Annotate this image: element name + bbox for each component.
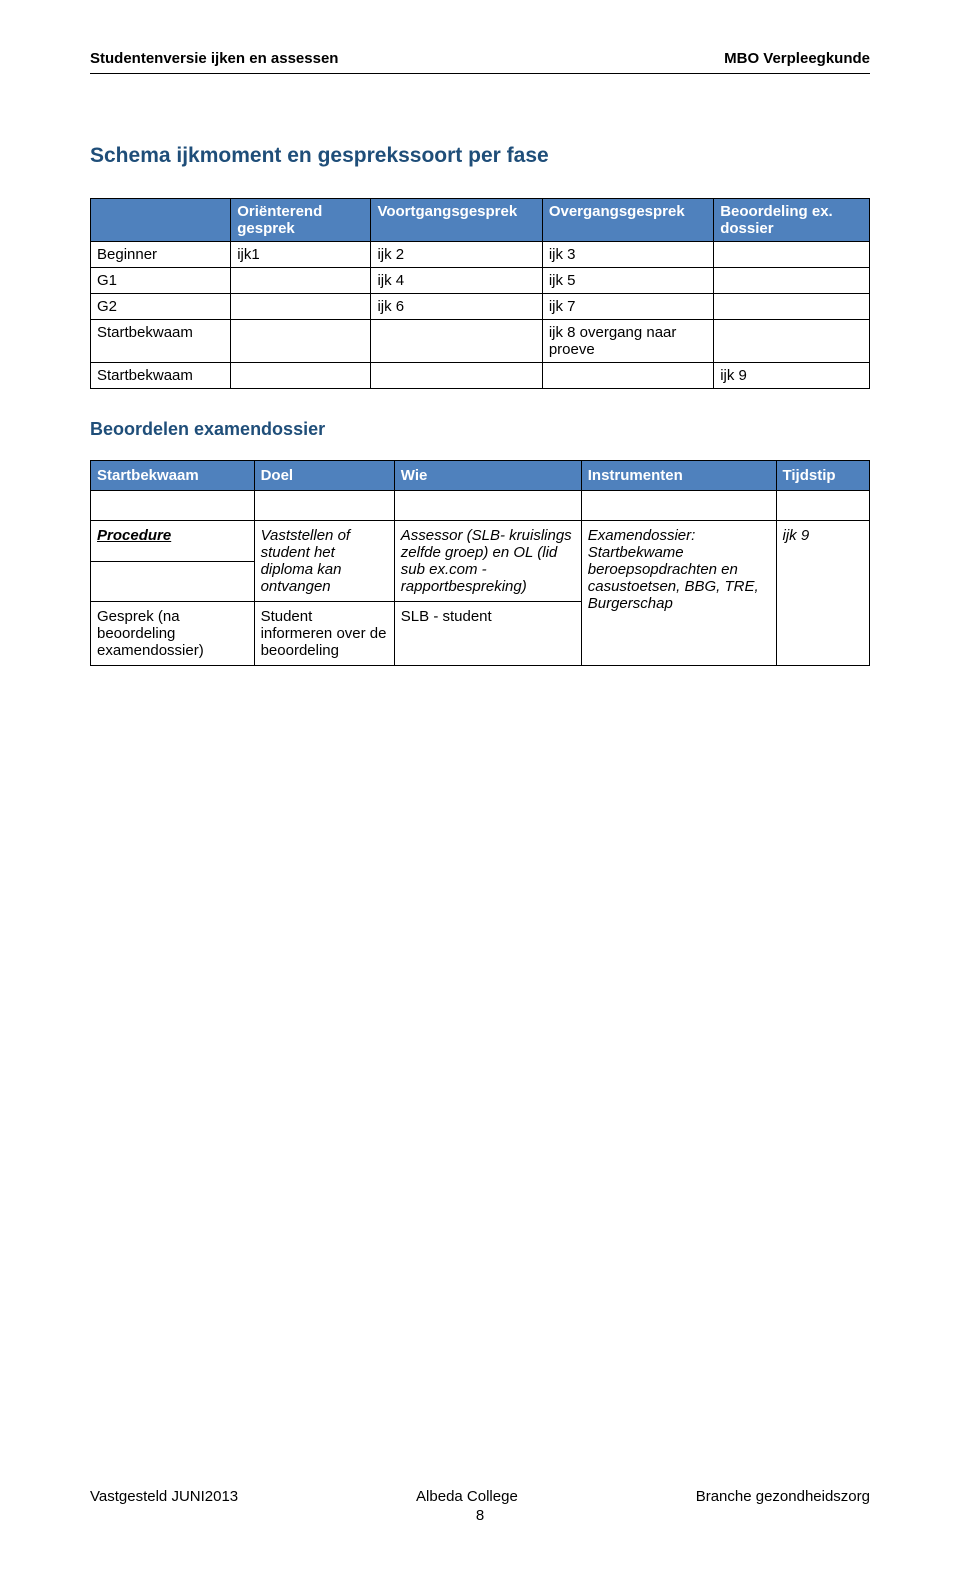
- table-schema: Oriënterend gesprek Voortgangsgesprek Ov…: [90, 198, 870, 389]
- footer-center: Albeda College: [416, 1488, 518, 1505]
- t2-r2-c0: Gesprek (na beoordeling examendossier): [91, 602, 255, 666]
- t1-r3-c3: [714, 320, 870, 363]
- t1-r1-c2: ijk 5: [542, 268, 713, 294]
- t1-r4-label: Startbekwaam: [91, 363, 231, 389]
- t1-r2-c1: ijk 6: [371, 294, 542, 320]
- t1-header-row: Oriënterend gesprek Voortgangsgesprek Ov…: [91, 199, 870, 242]
- procedure-label: Procedure: [97, 527, 171, 544]
- t2-h2: Wie: [394, 461, 581, 491]
- footer-right: Branche gezondheidszorg: [696, 1488, 870, 1505]
- t1-r3-c2: ijk 8 overgang naar proeve: [542, 320, 713, 363]
- t2-r2-c2: SLB - student: [394, 602, 581, 666]
- header-divider: [90, 73, 870, 74]
- t2-spacer-row: [91, 491, 870, 521]
- t1-r2-c2: ijk 7: [542, 294, 713, 320]
- section2-title: Beoordelen examendossier: [90, 419, 870, 440]
- t1-r3-c0: [231, 320, 371, 363]
- t1-r1-c1: ijk 4: [371, 268, 542, 294]
- t1-r0-c0: ijk1: [231, 242, 371, 268]
- section1-title: Schema ijkmoment en gesprekssoort per fa…: [90, 144, 870, 168]
- t1-row2: G2 ijk 6 ijk 7: [91, 294, 870, 320]
- t1-h0: [91, 199, 231, 242]
- t1-r0-c1: ijk 2: [371, 242, 542, 268]
- t1-row4: Startbekwaam ijk 9: [91, 363, 870, 389]
- t1-r4-c3: ijk 9: [714, 363, 870, 389]
- t2-sp2: [394, 491, 581, 521]
- t2-header-row: Startbekwaam Doel Wie Instrumenten Tijds…: [91, 461, 870, 491]
- t1-r3-c1: [371, 320, 542, 363]
- t1-r1-c0: [231, 268, 371, 294]
- t2-r1-c1: Vaststellen of student het diploma kan o…: [254, 521, 394, 602]
- t2-sp3: [581, 491, 776, 521]
- t1-h4: Beoordeling ex. dossier: [714, 199, 870, 242]
- footer-page-number: 8: [90, 1507, 870, 1524]
- t1-r2-c0: [231, 294, 371, 320]
- header-left: Studentenversie ijken en assessen: [90, 50, 338, 67]
- t2-r1b-c0: [91, 561, 255, 602]
- t1-row0: Beginner ijk1 ijk 2 ijk 3: [91, 242, 870, 268]
- footer-left: Vastgesteld JUNI2013: [90, 1488, 238, 1505]
- t2-sp4: [776, 491, 870, 521]
- t1-r4-c2: [542, 363, 713, 389]
- t1-r1-label: G1: [91, 268, 231, 294]
- t2-sp1: [254, 491, 394, 521]
- t1-r3-label: Startbekwaam: [91, 320, 231, 363]
- header-right: MBO Verpleegkunde: [724, 50, 870, 67]
- t1-h3: Overgangsgesprek: [542, 199, 713, 242]
- t1-r2-label: G2: [91, 294, 231, 320]
- t1-r0-c3: [714, 242, 870, 268]
- footer: Vastgesteld JUNI2013 Albeda College Bran…: [90, 1488, 870, 1524]
- t2-r1-c4: ijk 9: [776, 521, 870, 666]
- t1-r2-c3: [714, 294, 870, 320]
- t1-r1-c3: [714, 268, 870, 294]
- table-examendossier: Startbekwaam Doel Wie Instrumenten Tijds…: [90, 460, 870, 666]
- t1-r4-c1: [371, 363, 542, 389]
- t2-row1: Procedure Vaststellen of student het dip…: [91, 521, 870, 562]
- t2-r1-c3: Examendossier: Startbekwame beroepsopdra…: [581, 521, 776, 666]
- t1-row1: G1 ijk 4 ijk 5: [91, 268, 870, 294]
- t2-h4: Tijdstip: [776, 461, 870, 491]
- t2-r1-c2: Assessor (SLB- kruislings zelfde groep) …: [394, 521, 581, 602]
- t2-r2-c1: Student informeren over de beoordeling: [254, 602, 394, 666]
- t1-h1: Oriënterend gesprek: [231, 199, 371, 242]
- t1-r0-c2: ijk 3: [542, 242, 713, 268]
- t2-r1-c0: Procedure: [91, 521, 255, 562]
- t2-h3: Instrumenten: [581, 461, 776, 491]
- t2-h1: Doel: [254, 461, 394, 491]
- t1-h2: Voortgangsgesprek: [371, 199, 542, 242]
- t1-row3: Startbekwaam ijk 8 overgang naar proeve: [91, 320, 870, 363]
- t1-r0-label: Beginner: [91, 242, 231, 268]
- t2-sp0: [91, 491, 255, 521]
- t1-r4-c0: [231, 363, 371, 389]
- t2-h0: Startbekwaam: [91, 461, 255, 491]
